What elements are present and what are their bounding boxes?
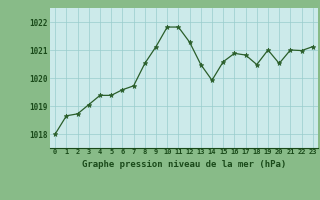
X-axis label: Graphe pression niveau de la mer (hPa): Graphe pression niveau de la mer (hPa)	[82, 160, 286, 169]
